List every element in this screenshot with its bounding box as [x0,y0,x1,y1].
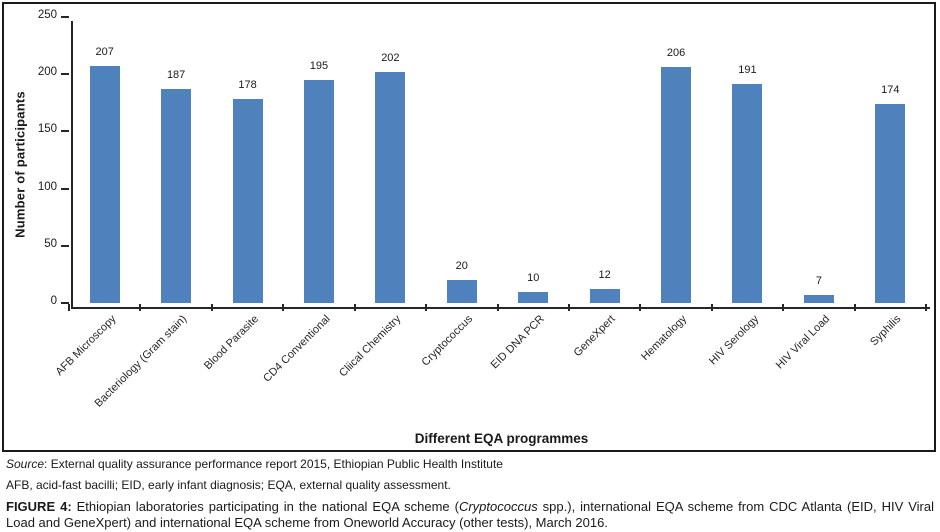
abbreviations-note: AFB, acid-fast bacilli; EID, early infan… [6,478,451,492]
chart-box: Number of participants Different EQA pro… [2,2,936,452]
figure-caption: FIGURE 4: Ethiopian laboratories partici… [6,499,934,530]
caption-block: Source: External quality assurance perfo… [6,457,934,530]
x-axis-title: Different EQA programmes [414,431,589,446]
figure-caption-label: FIGURE 4: [6,499,72,514]
figure-caption-text-1: Ethiopian laboratories participating in … [71,499,459,514]
figure-caption-italic: Cryptococcus [458,499,538,514]
source-text: : External quality assurance performance… [44,457,503,471]
plot-area [71,21,930,309]
figure-caption-text-2: spp.), international EQA scheme from CDC… [6,499,934,530]
source-note: Source: External quality assurance perfo… [6,457,934,471]
source-label: Source [6,457,45,471]
y-axis-title: Number of participants [12,91,28,238]
